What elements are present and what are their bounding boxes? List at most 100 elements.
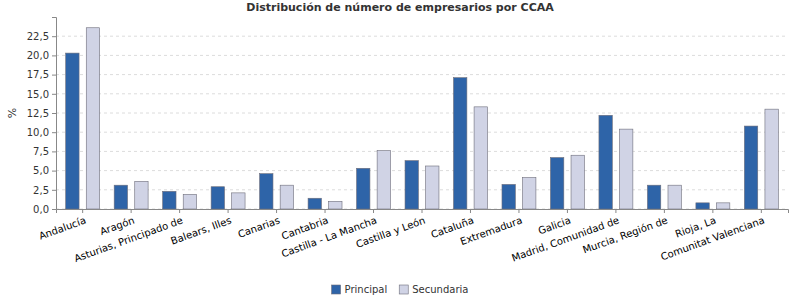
x-tick-mark: [131, 209, 132, 213]
bar: [86, 28, 99, 209]
bar: [329, 201, 342, 209]
bar: [163, 191, 176, 209]
bar: [405, 161, 418, 209]
grid: [56, 36, 788, 209]
x-tick-label: Andalucía: [37, 215, 87, 242]
y-tick-label: 7,5: [33, 146, 49, 157]
bar: [280, 185, 293, 209]
x-tick-mark: [179, 209, 180, 213]
y-tick-label: 0,0: [33, 204, 49, 215]
bar: [232, 193, 245, 209]
grid-line: [56, 113, 788, 114]
grid-line: [56, 151, 788, 152]
y-tick: 15,0: [27, 89, 56, 100]
x-tick-mark: [761, 209, 762, 213]
x-tick-mark: [373, 209, 374, 213]
x-tick: Canarias: [236, 209, 281, 240]
x-tick-label: Balears, Illes: [169, 215, 233, 247]
y-tick-mark: [52, 36, 56, 37]
chart: Distribución de número de empresarios po…: [0, 0, 800, 300]
x-tick-mark: [712, 209, 713, 213]
y-tick: 10,0: [27, 127, 56, 138]
plot: 0,0 2,5 5,0 7,5 10,0 12,5 15,0 17,5 20,0 22,5 Anda…: [27, 18, 789, 265]
y-tick: 5,0: [33, 165, 56, 176]
bar: [357, 168, 370, 209]
bar: [377, 151, 390, 209]
y-tick-label: 12,5: [27, 108, 49, 119]
legend-label: Secundaria: [412, 284, 468, 295]
bar: [523, 178, 536, 209]
legend-label: Principal: [345, 284, 388, 295]
bar: [454, 78, 467, 209]
x-tick-mark: [567, 209, 568, 213]
x-tick: Castilla - La Mancha: [280, 209, 378, 259]
y-tick-label: 22,5: [27, 31, 49, 42]
bar: [183, 194, 196, 209]
legend-item: Principal: [332, 284, 388, 295]
bar: [668, 185, 681, 209]
y-tick: 7,5: [33, 146, 56, 157]
x-tick-mark: [664, 209, 665, 213]
y-tick-label: 20,0: [27, 50, 49, 61]
x-tick: Asturias, Principado de: [73, 209, 185, 264]
y-tick: 22,5: [27, 31, 56, 42]
bar: [66, 53, 79, 209]
legend-swatch: [332, 285, 341, 294]
bar: [647, 185, 660, 209]
bar: [260, 174, 273, 209]
y-axis: 0,0 2,5 5,0 7,5 10,0 12,5 15,0 17,5 20,0 22,5: [27, 18, 57, 215]
bar: [550, 158, 563, 209]
x-tick: Extremadura: [459, 209, 524, 247]
grid-line: [56, 36, 788, 37]
x-tick-label: Extremadura: [459, 215, 524, 248]
grid-line: [56, 55, 788, 56]
grid-line: [56, 93, 788, 94]
y-tick: 0,0: [33, 204, 56, 215]
y-tick-mark: [52, 209, 56, 210]
x-tick-label: Murcia, Región de: [581, 215, 669, 256]
y-axis-line: [52, 18, 57, 210]
x-tick-mark: [615, 209, 616, 213]
y-tick-mark: [52, 94, 56, 95]
y-tick-mark: [52, 75, 56, 76]
x-tick-mark: [422, 209, 423, 213]
y-tick-mark: [52, 151, 56, 152]
x-tick-label: Comunitat Valenciana: [659, 215, 766, 263]
bar: [135, 181, 148, 209]
y-tick-label: 10,0: [27, 127, 49, 138]
y-axis-title: %: [6, 108, 19, 118]
x-tick: Andalucía: [37, 209, 87, 242]
bar: [114, 185, 127, 209]
y-tick-mark: [52, 171, 56, 172]
bar: [744, 126, 757, 209]
bar: [474, 107, 487, 209]
grid-line: [56, 132, 788, 133]
bar: [696, 203, 709, 209]
x-tick: Murcia, Región de: [581, 209, 669, 256]
x-tick-mark: [325, 209, 326, 213]
x-tick: Comunitat Valenciana: [659, 209, 766, 262]
bar: [308, 198, 321, 209]
bar: [765, 109, 778, 209]
bar: [211, 187, 224, 209]
grid-line: [56, 170, 788, 171]
y-tick-label: 2,5: [33, 185, 49, 196]
legend-item: Secundaria: [399, 284, 468, 295]
bar: [502, 184, 515, 209]
y-tick-mark: [52, 113, 56, 114]
bar: [571, 155, 584, 209]
x-axis: AndalucíaAragónAsturias, Principado deBa…: [37, 209, 788, 264]
y-tick-mark: [52, 190, 56, 191]
bars: [66, 28, 779, 209]
grid-line: [56, 74, 788, 75]
x-tick: Castilla y León: [354, 209, 426, 250]
x-tick-mark: [470, 209, 471, 213]
y-tick-mark: [52, 132, 56, 133]
x-tick-mark: [228, 209, 229, 213]
y-tick-label: 17,5: [27, 69, 49, 80]
bar: [426, 166, 439, 209]
y-tick-label: 15,0: [27, 89, 49, 100]
y-tick: 2,5: [33, 185, 56, 196]
x-tick-label: Castilla y León: [354, 215, 426, 250]
x-tick-mark: [276, 209, 277, 213]
